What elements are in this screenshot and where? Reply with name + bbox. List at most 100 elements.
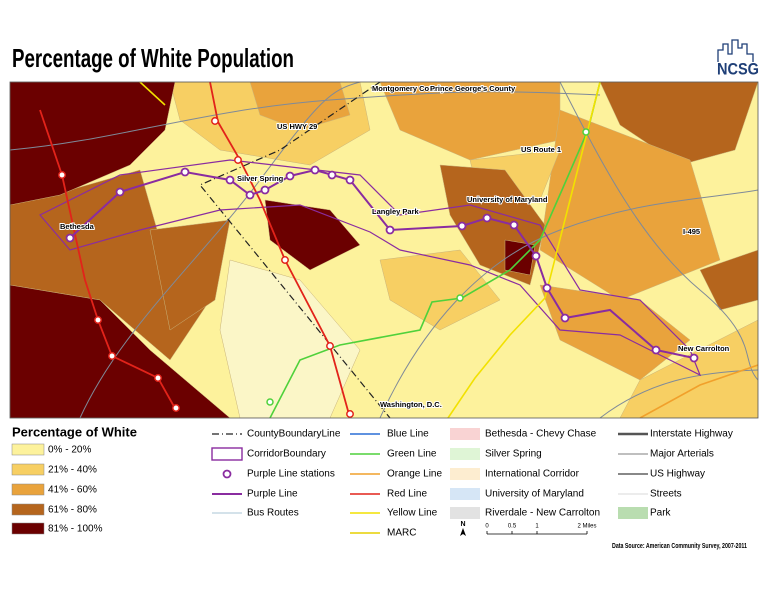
north-arrow-symbol: [460, 528, 466, 536]
green-station: [456, 294, 464, 302]
map-label: Washington, D.C.: [380, 400, 442, 409]
legend-label: Red Line: [387, 489, 427, 500]
red-station: [58, 171, 66, 179]
red-station: [154, 374, 162, 382]
legend-label: MARC: [387, 528, 416, 539]
yellow-line: [139, 82, 166, 106]
scale-labels: 0 0.5 1 2 Miles: [485, 524, 596, 530]
stations: [58, 117, 699, 418]
legend-label: Bus Routes: [247, 508, 299, 519]
scale-label: 0.5: [508, 524, 517, 530]
legend-label: US Highway: [650, 469, 705, 480]
legend-swatch: [11, 443, 45, 456]
legend-label: Streets: [650, 489, 682, 500]
red-station: [346, 410, 354, 418]
map-label: US HWY 29: [277, 122, 317, 131]
yellow-line: [447, 82, 601, 418]
green-station: [266, 398, 274, 406]
red-station: [234, 156, 242, 164]
legend-label: International Corridor: [485, 469, 580, 480]
purple-station: [115, 187, 125, 197]
legend-label: 61% - 80%: [48, 505, 97, 516]
legend-label: CorridorBoundary: [247, 449, 326, 460]
legend-label: Purple Line: [247, 489, 298, 500]
legend-label: Silver Spring: [485, 449, 542, 460]
legend-label: 0% - 20%: [48, 445, 91, 456]
legend-label: Park: [650, 508, 672, 519]
purple-station: [65, 233, 75, 243]
legend-label: Yellow Line: [387, 508, 438, 519]
scale-label: 2 Miles: [577, 524, 596, 530]
legend-label: Riverdale - New Carrolton: [485, 508, 600, 519]
corridor-boundary: [39, 159, 702, 377]
scale-label: 0: [485, 524, 489, 530]
purple-station: [327, 170, 337, 180]
map-label: University of Maryland: [467, 195, 548, 204]
purple-station: [285, 171, 295, 181]
roads: [10, 82, 758, 418]
purple-station: [531, 251, 541, 261]
purple-station: [385, 225, 395, 235]
legend-label: Bethesda - Chevy Chase: [485, 429, 597, 440]
red-station: [326, 342, 334, 350]
legend-swatch: [11, 503, 45, 516]
legend-label: 21% - 40%: [48, 465, 97, 476]
legend-symbol: [450, 448, 480, 460]
county-boundary: [199, 82, 391, 418]
legend-label: 81% - 100%: [48, 524, 103, 535]
purple-station: [310, 165, 320, 175]
legend-symbol: [211, 447, 243, 461]
logo: [717, 39, 754, 62]
purple-station: [482, 213, 492, 223]
north-arrow: N: [460, 521, 465, 528]
map-label: Langley Park: [372, 207, 420, 216]
legend-title: Percentage of White: [12, 424, 137, 439]
legend-label: Orange Line: [387, 469, 442, 480]
purple-station: [509, 220, 519, 230]
scale-label: 1: [535, 524, 539, 530]
legend-swatch: [11, 463, 45, 476]
purple-station: [345, 175, 355, 185]
legend-symbol: [450, 507, 480, 519]
purple-station: [651, 345, 661, 355]
legend-label: Green Line: [387, 449, 437, 460]
purple-station: [542, 283, 552, 293]
legend-label: Blue Line: [387, 429, 429, 440]
red-station: [172, 404, 180, 412]
red-station: [108, 352, 116, 360]
green-station: [582, 128, 590, 136]
purple-station: [245, 190, 255, 200]
data-source: Data Source: American Community Survey, …: [612, 541, 747, 550]
legend-label: CountyBoundaryLine: [247, 429, 341, 440]
map-label: New Carrolton: [678, 344, 730, 353]
purple-station: [260, 185, 270, 195]
legend-swatch: [11, 483, 45, 496]
map-label: Prince George's County: [430, 84, 516, 93]
purple-station: [457, 221, 467, 231]
red-station: [281, 256, 289, 264]
tracts: [10, 82, 758, 418]
purple-station: [180, 167, 190, 177]
legend-symbol: [222, 469, 232, 479]
legend: Percentage of White 0% - 20% 21% - 40% 41% …: [11, 424, 733, 539]
legend-label: 41% - 60%: [48, 485, 97, 496]
scale-bar: [486, 531, 588, 535]
map-label: Bethesda: [60, 222, 95, 231]
logo-text: NCSG: [717, 59, 759, 78]
map-frame: [9, 81, 759, 419]
purple-station: [225, 175, 235, 185]
map-label: Montgomery County: [372, 84, 446, 93]
red-station: [211, 117, 219, 125]
legend-label: University of Maryland: [485, 489, 584, 500]
legend-label: Interstate Highway: [650, 429, 733, 440]
map-label: Silver Spring: [237, 174, 284, 183]
legend-symbol: [618, 507, 648, 519]
legend-label: Major Arterials: [650, 449, 714, 460]
map-label: US Route 1: [521, 145, 561, 154]
legend-symbol: [450, 488, 480, 500]
orange-line: [639, 364, 758, 418]
legend-symbol: [450, 468, 480, 480]
